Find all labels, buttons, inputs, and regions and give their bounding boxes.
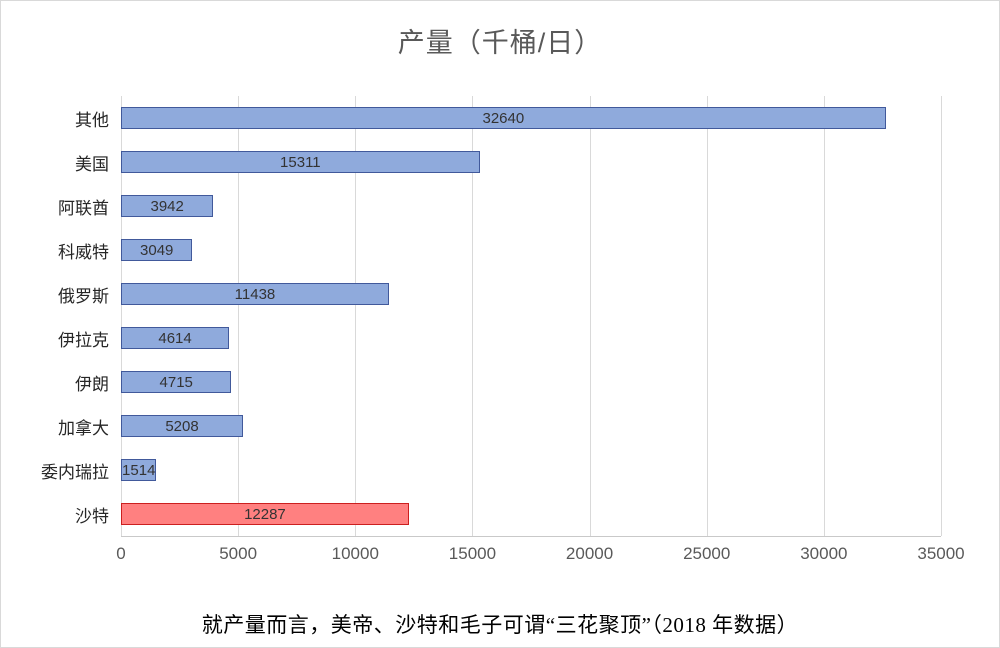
bar-value-label: 3049: [140, 241, 174, 259]
category-label: 阿联酋: [58, 198, 109, 218]
category-label: 伊拉克: [58, 330, 109, 350]
bar-row: 15311: [121, 140, 941, 184]
bar-row: 3942: [121, 184, 941, 228]
x-tick-label: 20000: [565, 544, 614, 563]
bar-value-label: 4614: [158, 329, 192, 347]
bar: 5208: [121, 415, 244, 437]
gridline: [589, 96, 591, 536]
bar: 3942: [121, 195, 214, 217]
category-label: 美国: [75, 154, 109, 174]
category-label: 委内瑞拉: [41, 462, 109, 482]
bar-value-label: 1514: [122, 461, 156, 479]
bar-value-label: 11438: [234, 285, 276, 303]
gridline: [121, 96, 122, 536]
x-tick-label: 30000: [800, 544, 848, 563]
bar: 12287: [121, 503, 409, 525]
bar: 32640: [121, 107, 886, 129]
bar-row: 4614: [121, 316, 941, 360]
bar-value-label: 5208: [165, 417, 199, 435]
gridline: [238, 96, 240, 536]
category-label: 伊朗: [75, 374, 109, 394]
x-tick-label: 25000: [683, 544, 731, 563]
bar: 11438: [121, 283, 389, 305]
bar-row: 32640: [121, 96, 941, 140]
x-tick-label: 10000: [331, 544, 379, 563]
bar: 3049: [121, 239, 193, 261]
x-tick-label: 35000: [917, 544, 965, 563]
bar: 1514: [121, 459, 157, 481]
bar-row: 1514: [121, 448, 941, 492]
gridline: [706, 96, 708, 536]
gridline: [355, 96, 357, 536]
bar: 4715: [121, 371, 232, 393]
category-label: 沙特: [75, 506, 109, 526]
category-label: 科威特: [58, 242, 109, 262]
gridline: [472, 96, 474, 536]
x-tick-label: 5000: [219, 544, 258, 563]
category-label: 其他: [75, 110, 109, 130]
bar-row: 5208: [121, 404, 941, 448]
x-axis: 0 5000 10000 15000 20000 25000 30000 35000: [116, 537, 964, 563]
bar-value-label: 12287: [244, 505, 286, 523]
bar-row: 4715: [121, 360, 941, 404]
category-label: 加拿大: [58, 418, 109, 438]
chart-title: 产量（千桶/日）: [397, 28, 603, 58]
gridline: [941, 96, 942, 536]
bar-value-label: 3942: [150, 197, 184, 215]
bar: 4614: [121, 327, 230, 349]
bar-value-label: 15311: [280, 153, 321, 171]
x-tick-label: 0: [116, 544, 126, 563]
gridlines: [121, 96, 942, 536]
x-tick-label: 15000: [448, 544, 497, 563]
bar-series: 32640 15311 3942 3049 11438 4614 4715 5208 1514 1…: [121, 96, 941, 536]
y-axis-category-labels: 其他美国阿联酋科威特俄罗斯伊拉克伊朗加拿大委内瑞拉沙特: [1, 96, 121, 537]
bar-value-label: 4715: [159, 373, 193, 391]
gridline: [823, 96, 825, 536]
bar-row: 3049: [121, 228, 941, 272]
caption-text: 就产量而言，美帝、沙特和毛子可谓“三花聚顶”（2018 年数据）: [201, 613, 799, 637]
bar: 15311: [121, 151, 480, 173]
bar-value-label: 32640: [482, 109, 525, 127]
bar-row: 12287: [121, 492, 941, 536]
category-label: 俄罗斯: [58, 286, 109, 306]
plot-area: 其他美国阿联酋科威特俄罗斯伊拉克伊朗加拿大委内瑞拉沙特 32640 15311 39…: [1, 96, 999, 537]
bar-row: 11438: [121, 272, 941, 316]
plot-region: 32640 15311 3942 3049 11438 4614 4715 5208 1514 1…: [121, 96, 942, 537]
